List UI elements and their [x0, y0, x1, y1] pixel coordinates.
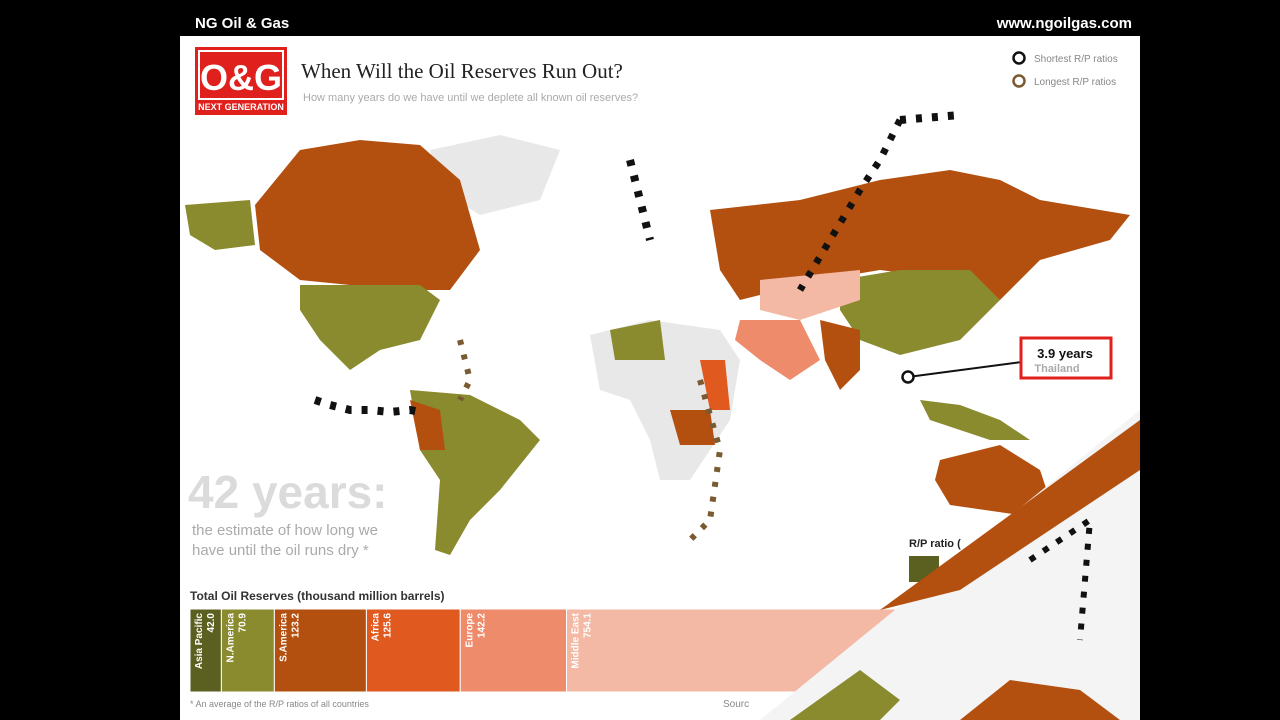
- category-label: Asia Pacific: [194, 613, 205, 670]
- value-label: 123.2: [290, 613, 301, 638]
- legend-marker: [1012, 74, 1026, 88]
- callout-box: [1019, 336, 1113, 380]
- url: www.ngoilgas.com: [996, 15, 1132, 32]
- title: When Will the Oil Reserves Run Out?: [301, 59, 623, 83]
- logo-tagline: NEXT GENERATION: [198, 102, 284, 112]
- subtitle: How many years do we have until we deple…: [303, 92, 638, 104]
- bar: [459, 608, 568, 693]
- category-label: Africa: [370, 613, 381, 642]
- callout-country: Thailand: [1034, 363, 1079, 375]
- category-label: Europe: [464, 613, 475, 648]
- bar: [189, 608, 222, 693]
- value-label: 70.9: [237, 613, 248, 633]
- headline-text: have until the oil runs dry *: [192, 542, 369, 559]
- callout-marker: [901, 370, 915, 384]
- headline-text: the estimate of how long we: [192, 522, 378, 539]
- bar: [365, 608, 461, 693]
- callout-leader: [907, 361, 1023, 378]
- logo-mark: O&G: [200, 57, 282, 98]
- brand: NG Oil & Gas: [195, 15, 289, 32]
- bar: [220, 608, 275, 693]
- legend-label: Longest R/P ratios: [1034, 77, 1116, 88]
- chart-title: Total Oil Reserves (thousand million bar…: [190, 589, 445, 603]
- category-label: N.America: [225, 613, 236, 663]
- headline-big: 42 years:: [188, 466, 388, 518]
- legend-marker: [1012, 51, 1026, 65]
- value-label: 142.2: [476, 613, 487, 638]
- value-label: 42.0: [206, 613, 217, 633]
- category-label: Middle East: [571, 612, 582, 668]
- callout-value: 3.9 years: [1037, 346, 1093, 361]
- bar: [273, 608, 367, 693]
- value-label: 754.1: [583, 613, 594, 638]
- transition-overlay: [760, 410, 1140, 720]
- footnote: Sourc: [723, 699, 749, 710]
- legend-label: Shortest R/P ratios: [1034, 54, 1118, 65]
- category-label: S.America: [278, 613, 289, 662]
- logo-frame: [198, 50, 284, 100]
- value-label: 125.6: [382, 613, 393, 638]
- rp-legend: R/P ratio (: [909, 538, 961, 550]
- world-map: [185, 111, 1130, 555]
- footnote: * An average of the R/P ratios of all co…: [190, 699, 369, 709]
